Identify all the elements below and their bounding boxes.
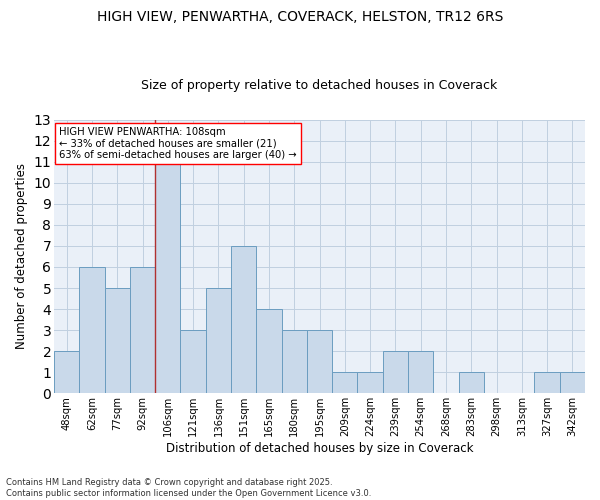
Y-axis label: Number of detached properties: Number of detached properties [15, 164, 28, 350]
X-axis label: Distribution of detached houses by size in Coverack: Distribution of detached houses by size … [166, 442, 473, 455]
Bar [307, 330, 332, 394]
Bar [358, 372, 383, 394]
Bar [332, 372, 358, 394]
Title: Size of property relative to detached houses in Coverack: Size of property relative to detached ho… [142, 79, 497, 92]
Bar [281, 330, 307, 394]
Bar [206, 288, 231, 394]
Bar [79, 267, 104, 394]
Bar [130, 267, 155, 394]
Bar [155, 162, 181, 394]
Text: Contains HM Land Registry data © Crown copyright and database right 2025.
Contai: Contains HM Land Registry data © Crown c… [6, 478, 371, 498]
Bar [458, 372, 484, 394]
Bar [231, 246, 256, 394]
Bar [256, 309, 281, 394]
Text: HIGH VIEW, PENWARTHA, COVERACK, HELSTON, TR12 6RS: HIGH VIEW, PENWARTHA, COVERACK, HELSTON,… [97, 10, 503, 24]
Bar [181, 330, 206, 394]
Text: HIGH VIEW PENWARTHA: 108sqm
← 33% of detached houses are smaller (21)
63% of sem: HIGH VIEW PENWARTHA: 108sqm ← 33% of det… [59, 127, 297, 160]
Bar [535, 372, 560, 394]
Bar [383, 351, 408, 394]
Bar [104, 288, 130, 394]
Bar [408, 351, 433, 394]
Bar [560, 372, 585, 394]
Bar [54, 351, 79, 394]
